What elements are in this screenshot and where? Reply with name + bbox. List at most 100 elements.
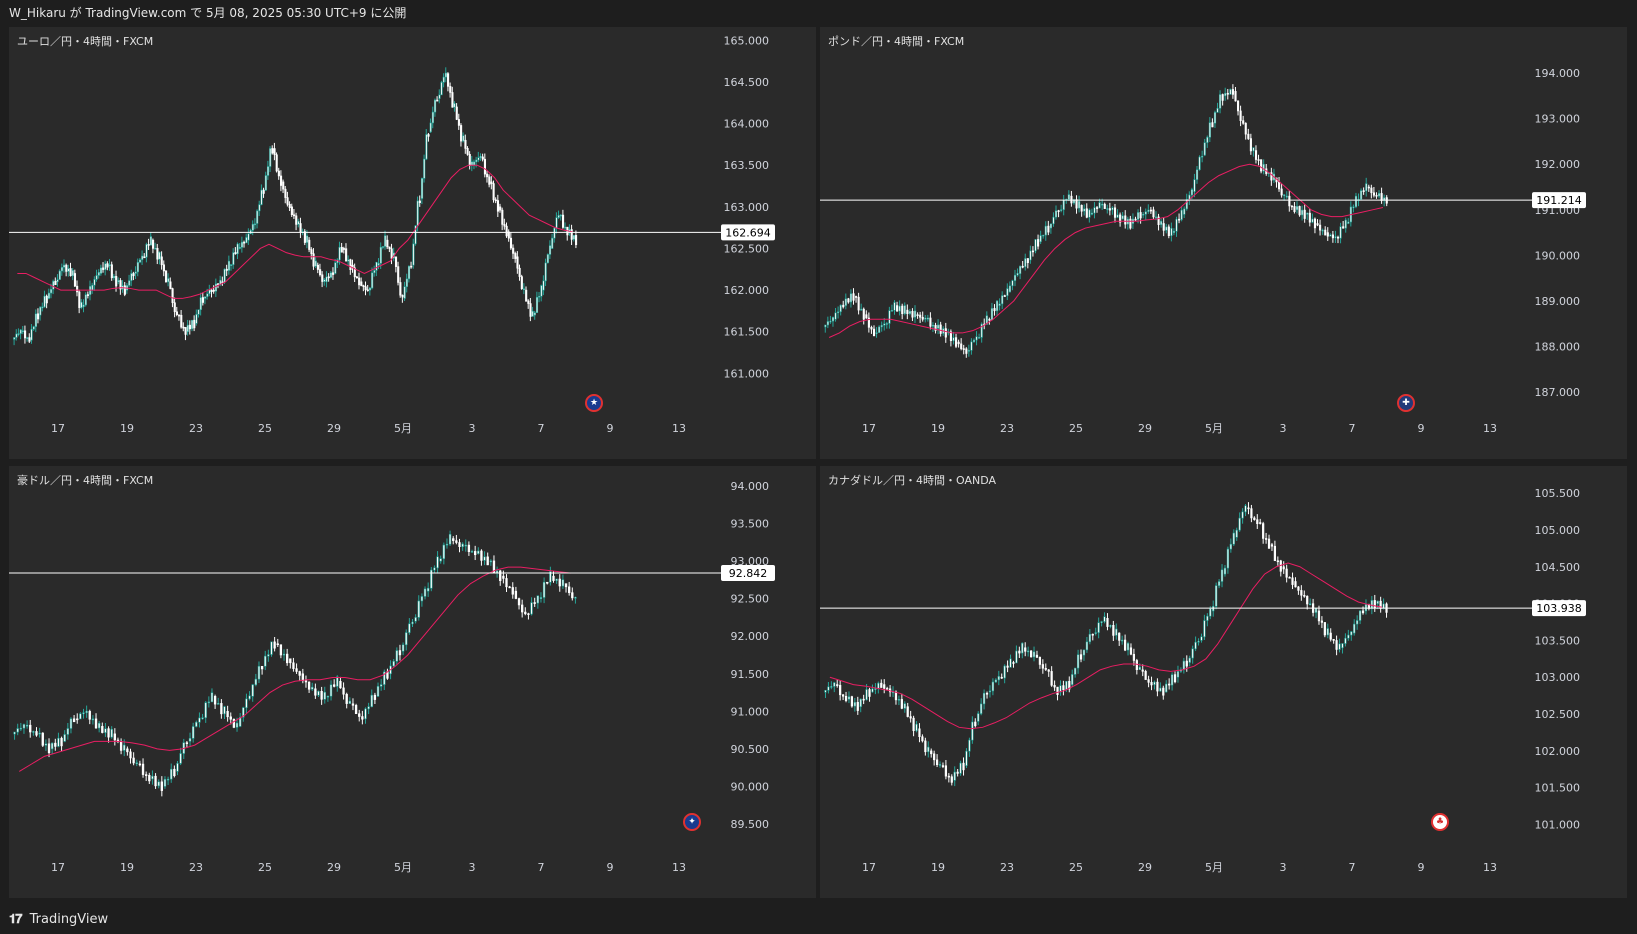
chart-panel-eurjpy[interactable]: ユーロ／円・4時間・FXCM 165.000 164.500 164.000 163.… <box>9 27 816 459</box>
candle-body <box>930 750 933 755</box>
candle-body <box>1165 226 1168 231</box>
candle-body <box>184 327 187 335</box>
candle-body <box>1090 212 1093 215</box>
candle-body <box>1294 581 1297 588</box>
candle-body <box>1314 607 1318 613</box>
candle-body <box>417 600 420 618</box>
candle-body <box>271 148 274 154</box>
uk-flag-icon: ✚ <box>1397 394 1415 412</box>
candle-body <box>182 326 185 329</box>
candle-body <box>28 337 31 342</box>
candle-body <box>1334 236 1337 239</box>
candle-body <box>286 653 289 664</box>
candle-body <box>558 578 561 587</box>
chart-panel-audjpy[interactable]: 豪ドル／円・4時間・FXCM 94.000 93.500 93.000 92.500 9… <box>9 466 816 898</box>
candle-body <box>193 319 196 329</box>
candle-body <box>1311 218 1314 223</box>
candle-body <box>489 560 492 563</box>
candle-body <box>1038 657 1042 665</box>
candle-body <box>360 281 363 286</box>
candle-body <box>135 762 138 765</box>
candle-body <box>833 682 836 687</box>
candle-body <box>30 328 33 341</box>
candle-body <box>1106 618 1109 627</box>
y-tick-label: 164.500 <box>724 76 770 89</box>
chart-title: 豪ドル／円・4時間・FXCM <box>17 474 154 487</box>
candle-body <box>486 173 489 178</box>
candle-body <box>912 717 915 732</box>
candle-body <box>1157 216 1160 225</box>
candle-body <box>297 220 300 225</box>
candle-body <box>546 581 549 584</box>
candle-body <box>319 269 322 276</box>
y-tick-label: 91.000 <box>731 705 770 718</box>
candle-body <box>505 578 508 588</box>
candle-body <box>571 592 574 599</box>
candle-body <box>412 243 415 266</box>
y-tick-label: 165.000 <box>724 34 770 47</box>
candle-body <box>974 721 977 727</box>
candle-body <box>1088 633 1091 643</box>
candle-body <box>277 170 280 177</box>
footer-brand[interactable]: TradingView <box>29 912 109 927</box>
candle-body <box>1197 640 1200 643</box>
tradingview-logo-icon[interactable]: 𝟏𝟕 <box>9 912 23 927</box>
candle-body <box>317 690 320 696</box>
chart-panel-gbpjpy[interactable]: ポンド／円・4時間・FXCM 194.000 193.000 192.000 191.… <box>820 27 1627 459</box>
candle-body <box>195 314 198 324</box>
price-label-box <box>1532 192 1586 209</box>
candle-body <box>251 223 254 231</box>
candle-body <box>570 229 573 240</box>
candle-body <box>186 324 189 333</box>
y-tick-label: 89.500 <box>731 818 770 831</box>
candle-body <box>1049 223 1052 229</box>
candle-body <box>568 586 571 593</box>
chart-canvas[interactable]: 105.500105.000104.500104.000103.500103.0… <box>820 466 1627 898</box>
chart-canvas[interactable]: 165.000 164.500 164.000 163.500 163.000 162.5… <box>9 27 816 459</box>
candle-body <box>386 239 389 248</box>
candle-body <box>1180 209 1183 220</box>
candle-body <box>867 317 870 328</box>
chart-canvas[interactable]: 194.000193.000192.000191.000190.000189.0… <box>820 27 1627 459</box>
candle-body <box>1335 640 1338 650</box>
candle-body <box>850 696 854 707</box>
chart-panel-cadjpy[interactable]: カナダドル／円・4時間・OANDA 105.500 105.000 104.500 1… <box>820 466 1627 898</box>
candle-body <box>301 673 304 682</box>
candle-body <box>1293 206 1296 212</box>
candle-body <box>1290 205 1293 208</box>
candle-body <box>831 317 835 322</box>
chart-title: ユーロ／円・4時間・FXCM <box>17 35 154 48</box>
candle-body <box>900 699 903 709</box>
candle-body <box>1170 227 1173 237</box>
candle-body <box>154 775 157 787</box>
candle-body <box>1041 664 1044 669</box>
candle-body <box>353 267 356 278</box>
footer-bar: 𝟏𝟕 TradingView <box>0 906 1637 934</box>
chart-canvas[interactable]: 94.000 93.500 93.000 92.500 92.000 91.500 91.0… <box>9 466 816 898</box>
candle-body <box>1123 639 1127 651</box>
candle-body <box>260 665 264 670</box>
candle-body <box>376 686 380 697</box>
candle-body <box>505 225 508 237</box>
candle-body <box>1112 625 1115 636</box>
candle-body <box>433 567 436 571</box>
candle-body <box>420 596 424 602</box>
candle-body <box>379 246 382 264</box>
candle-body <box>73 273 77 287</box>
candle-body <box>266 166 270 176</box>
candle-body <box>1093 207 1096 214</box>
candle-body <box>1242 120 1245 124</box>
candle-body <box>1367 186 1370 189</box>
candle-body <box>197 309 200 315</box>
candle-body <box>524 611 527 615</box>
candle-body <box>201 717 204 720</box>
candle-body <box>167 278 170 283</box>
candle-body <box>1137 212 1140 220</box>
candle-body <box>896 305 899 312</box>
candle-body <box>76 718 79 721</box>
candle-body <box>967 350 970 352</box>
candle-body <box>1226 548 1230 569</box>
y-tick-label: 162.500 <box>724 242 770 255</box>
candle-body <box>98 722 101 729</box>
candle-body <box>972 339 976 343</box>
